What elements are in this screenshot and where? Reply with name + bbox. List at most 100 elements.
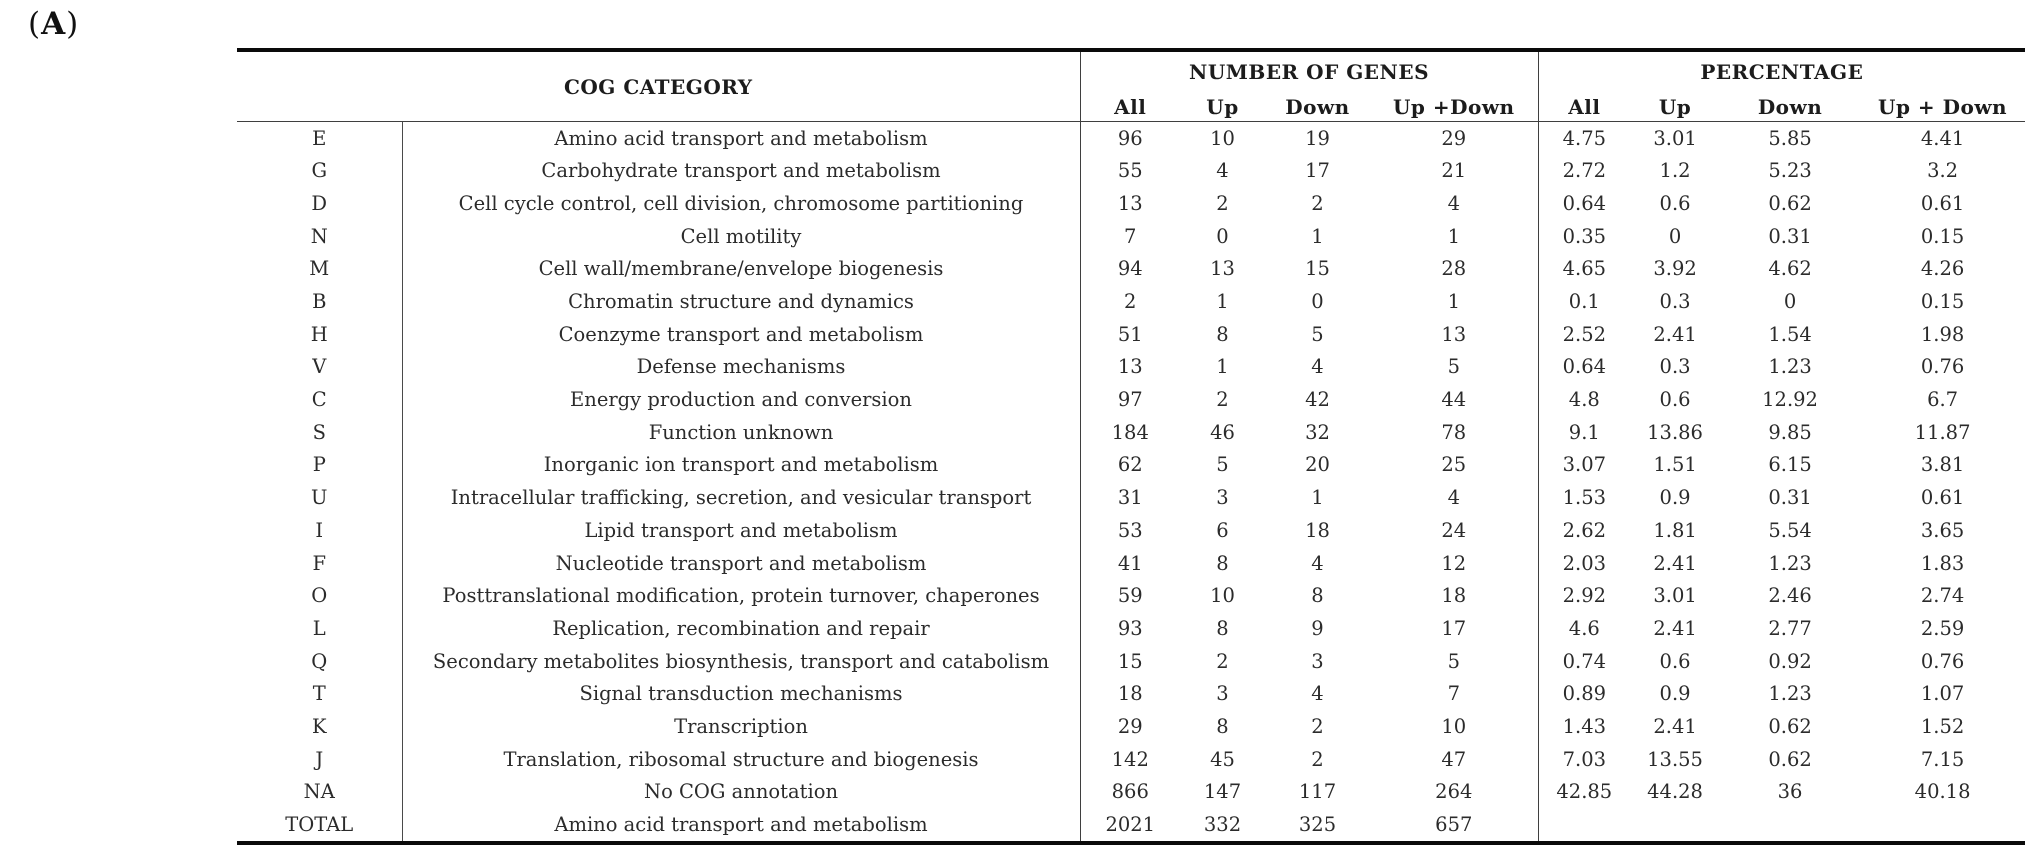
genes-down: 18: [1305, 518, 1330, 542]
pct-down: 0.31: [1768, 486, 1812, 510]
cog-description: Posttranslational modification, protein …: [401, 579, 1081, 613]
genes-updown: 47: [1441, 747, 1467, 771]
pct-down: 5.54: [1768, 518, 1812, 542]
figure-label: (A): [28, 6, 79, 42]
pct-down: 5.23: [1768, 159, 1812, 183]
pct-all: [1537, 808, 1631, 844]
genes-all: 7: [1079, 220, 1181, 253]
cog-description: Chromatin structure and dynamics: [401, 285, 1081, 319]
pct-up: 1.2: [1659, 159, 1691, 183]
table-row: Q Secondary metabolites biosynthesis, tra…: [237, 645, 2025, 678]
cog-description: Signal transduction mechanisms: [401, 677, 1081, 711]
genes-down: 2: [1311, 191, 1324, 215]
cog-description: Carbohydrate transport and metabolism: [401, 154, 1081, 188]
genes-updown: 25: [1441, 453, 1467, 477]
genes-up: 5: [1216, 453, 1229, 477]
genes-updown: 28: [1441, 257, 1467, 281]
cog-code: F: [312, 551, 327, 575]
pct-updown: 0.76: [1920, 355, 1965, 379]
pct-up: 0.6: [1659, 191, 1691, 215]
header-percentage: PERCENTAGE: [1537, 50, 2026, 92]
cog-code: U: [311, 486, 328, 510]
pct-down: 1.23: [1768, 682, 1812, 706]
pct-up: 3.01: [1653, 584, 1697, 608]
table-row: NA No COG annotation 866 147 117 264 42.85 44.2…: [237, 775, 2025, 809]
pct-up: 0.6: [1659, 388, 1691, 412]
genes-down: 325: [1298, 813, 1337, 837]
genes-updown: 17: [1441, 616, 1467, 640]
pct-down: 0.92: [1768, 649, 1812, 673]
genes-up: 1: [1216, 355, 1229, 379]
genes-up: 2: [1216, 388, 1229, 412]
cog-code: P: [312, 453, 326, 477]
genes-updown: 18: [1441, 584, 1467, 608]
genes-updown: 78: [1441, 420, 1467, 444]
cog-code: D: [311, 191, 328, 215]
pct-all: 1.53: [1537, 481, 1631, 515]
pct-all: 2.72: [1537, 154, 1631, 188]
table-row: T Signal transduction mechanisms 18 3 4 7 0.89…: [237, 677, 2025, 711]
table-header-row-sub: All Up Down Up +Down All Up Down Up + Do…: [237, 92, 2026, 122]
genes-updown: 5: [1447, 649, 1460, 673]
pct-updown: 1.98: [1920, 322, 1965, 346]
genes-all: 53: [1079, 514, 1181, 547]
genes-up: 8: [1216, 714, 1229, 738]
genes-all: 2: [1079, 285, 1181, 319]
pct-all: 0.64: [1537, 350, 1631, 384]
pct-all: 0.1: [1537, 285, 1631, 319]
pct-down: 0: [1783, 290, 1797, 314]
genes-updown: 24: [1441, 518, 1467, 542]
genes-down: 20: [1305, 453, 1330, 477]
genes-all: 97: [1079, 383, 1181, 417]
pct-up: 1.81: [1653, 518, 1697, 542]
genes-up: 8: [1216, 322, 1229, 346]
pct-down: 4.62: [1768, 257, 1812, 281]
genes-all: 41: [1079, 546, 1181, 580]
genes-down: 5: [1311, 322, 1324, 346]
pct-updown: 1.52: [1920, 714, 1965, 738]
pct-updown: 2.74: [1920, 584, 1965, 608]
table-header-row-groups: COG CATEGORY NUMBER OF GENES PERCENTAGE: [237, 50, 2026, 122]
genes-down: 42: [1305, 388, 1330, 412]
genes-down: 8: [1311, 584, 1324, 608]
header-number-of-genes: NUMBER OF GENES: [1079, 50, 1539, 92]
pct-up: 1.51: [1653, 453, 1697, 477]
cog-code: NA: [303, 780, 335, 804]
pct-down: 5.85: [1768, 126, 1812, 150]
genes-down: 32: [1305, 420, 1330, 444]
cog-code: H: [310, 322, 328, 346]
pct-up: 13.55: [1647, 747, 1703, 771]
cog-description: Nucleotide transport and metabolism: [401, 546, 1081, 580]
cog-description: Cell wall/membrane/envelope biogenesis: [401, 252, 1081, 286]
genes-up: 45: [1210, 747, 1235, 771]
table-row: D Cell cycle control, cell division, chro…: [237, 187, 2025, 221]
genes-up: 332: [1203, 813, 1242, 837]
pct-down: 0.62: [1768, 191, 1812, 215]
pct-all: 0.74: [1537, 645, 1631, 678]
genes-all: 59: [1079, 579, 1181, 613]
pct-up: 2.41: [1653, 616, 1697, 640]
pct-updown: 0.76: [1920, 649, 1965, 673]
figure-label-open: (: [28, 6, 42, 42]
pct-updown: 0.61: [1920, 486, 1965, 510]
pct-all: 9.1: [1537, 416, 1631, 449]
pct-down: 1.23: [1768, 355, 1812, 379]
pct-all: 4.8: [1537, 383, 1631, 417]
pct-up: 2.41: [1653, 714, 1697, 738]
pct-down: 6.15: [1768, 453, 1812, 477]
table-row: P Inorganic ion transport and metabolism 6…: [237, 448, 2025, 482]
pct-all: 1.43: [1537, 710, 1631, 744]
pct-all: 2.62: [1537, 514, 1631, 547]
pct-down: 0.62: [1768, 714, 1812, 738]
pct-up: 0.3: [1659, 290, 1691, 314]
table-row: S Function unknown 184 46 32 78 9.1 13.86 9.85 11…: [237, 416, 2025, 449]
genes-down: 4: [1311, 682, 1324, 706]
pct-up: 0.9: [1659, 682, 1691, 706]
genes-updown: 12: [1441, 551, 1467, 575]
genes-up: 2: [1216, 649, 1229, 673]
genes-updown: 13: [1441, 322, 1467, 346]
genes-down: 15: [1305, 257, 1330, 281]
table-row: V Defense mechanisms 13 1 4 5 0.64 0.3 1.23 0.76: [237, 350, 2025, 384]
genes-updown: 4: [1447, 486, 1460, 510]
